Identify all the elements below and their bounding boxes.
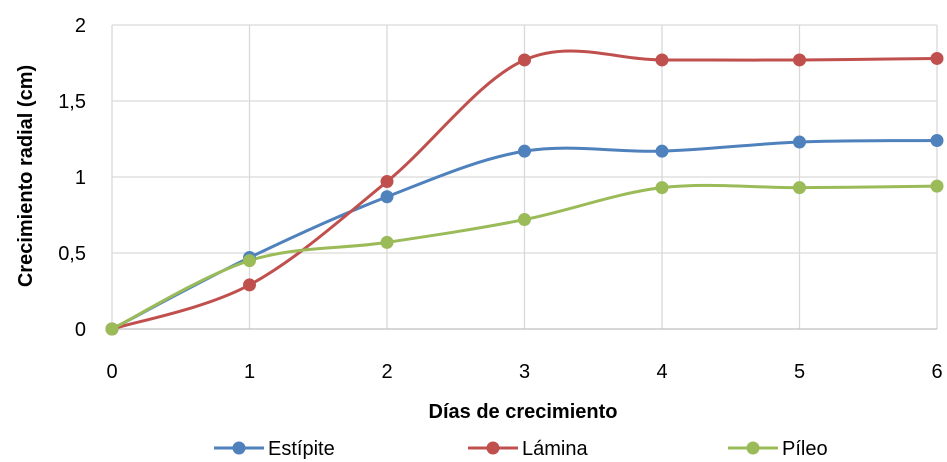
x-tick-label: 5 <box>794 361 805 383</box>
x-tick-label: 2 <box>381 361 392 383</box>
data-point-estipite <box>930 134 944 148</box>
data-point-pileo <box>793 181 806 195</box>
legend-label-pileo: Píleo <box>782 438 828 460</box>
y-axis-ticks: 0 0,5 1 1,5 2 <box>58 15 86 341</box>
data-point-pileo <box>655 181 669 195</box>
data-point-pileo <box>243 254 256 268</box>
data-point-estipite <box>655 144 669 158</box>
data-point-pileo <box>105 322 119 336</box>
x-tick-label: 1 <box>244 361 255 383</box>
legend: Estípite Lámina Píleo <box>214 438 828 460</box>
x-axis-title: Días de crecimiento <box>429 401 618 423</box>
data-point-lamina <box>518 53 531 67</box>
x-tick-label: 3 <box>519 361 530 383</box>
data-point-lamina <box>930 51 944 65</box>
data-point-estipite <box>793 135 806 149</box>
x-tick-label: 6 <box>931 361 942 383</box>
data-point-lamina <box>243 278 256 292</box>
y-tick-label: 1 <box>75 167 86 189</box>
data-point-pileo <box>930 179 944 193</box>
data-point-estipite <box>380 190 394 204</box>
data-point-lamina <box>793 53 806 67</box>
x-tick-label: 4 <box>656 361 667 383</box>
data-point-pileo <box>518 213 531 227</box>
y-axis-title: Crecimiento radial (cm) <box>15 65 37 287</box>
y-tick-label: 2 <box>75 15 86 37</box>
legend-swatch-marker-lamina <box>486 441 500 455</box>
legend-swatch-marker-pileo <box>746 441 760 455</box>
data-point-pileo <box>380 235 394 249</box>
x-axis-ticks: 0 1 2 3 4 5 6 <box>106 361 942 383</box>
data-point-estipite <box>518 144 531 158</box>
legend-label-lamina: Lámina <box>522 438 588 460</box>
legend-label-estipite: Estípite <box>268 438 335 460</box>
y-tick-label: 1,5 <box>58 91 86 113</box>
x-tick-label: 0 <box>106 361 117 383</box>
legend-swatch-marker-estipite <box>232 441 246 455</box>
data-point-lamina <box>380 175 394 189</box>
y-tick-label: 0,5 <box>58 243 86 265</box>
gridlines <box>111 24 938 330</box>
series-points <box>105 51 944 336</box>
y-tick-label: 0 <box>75 319 86 341</box>
data-point-lamina <box>655 53 669 67</box>
